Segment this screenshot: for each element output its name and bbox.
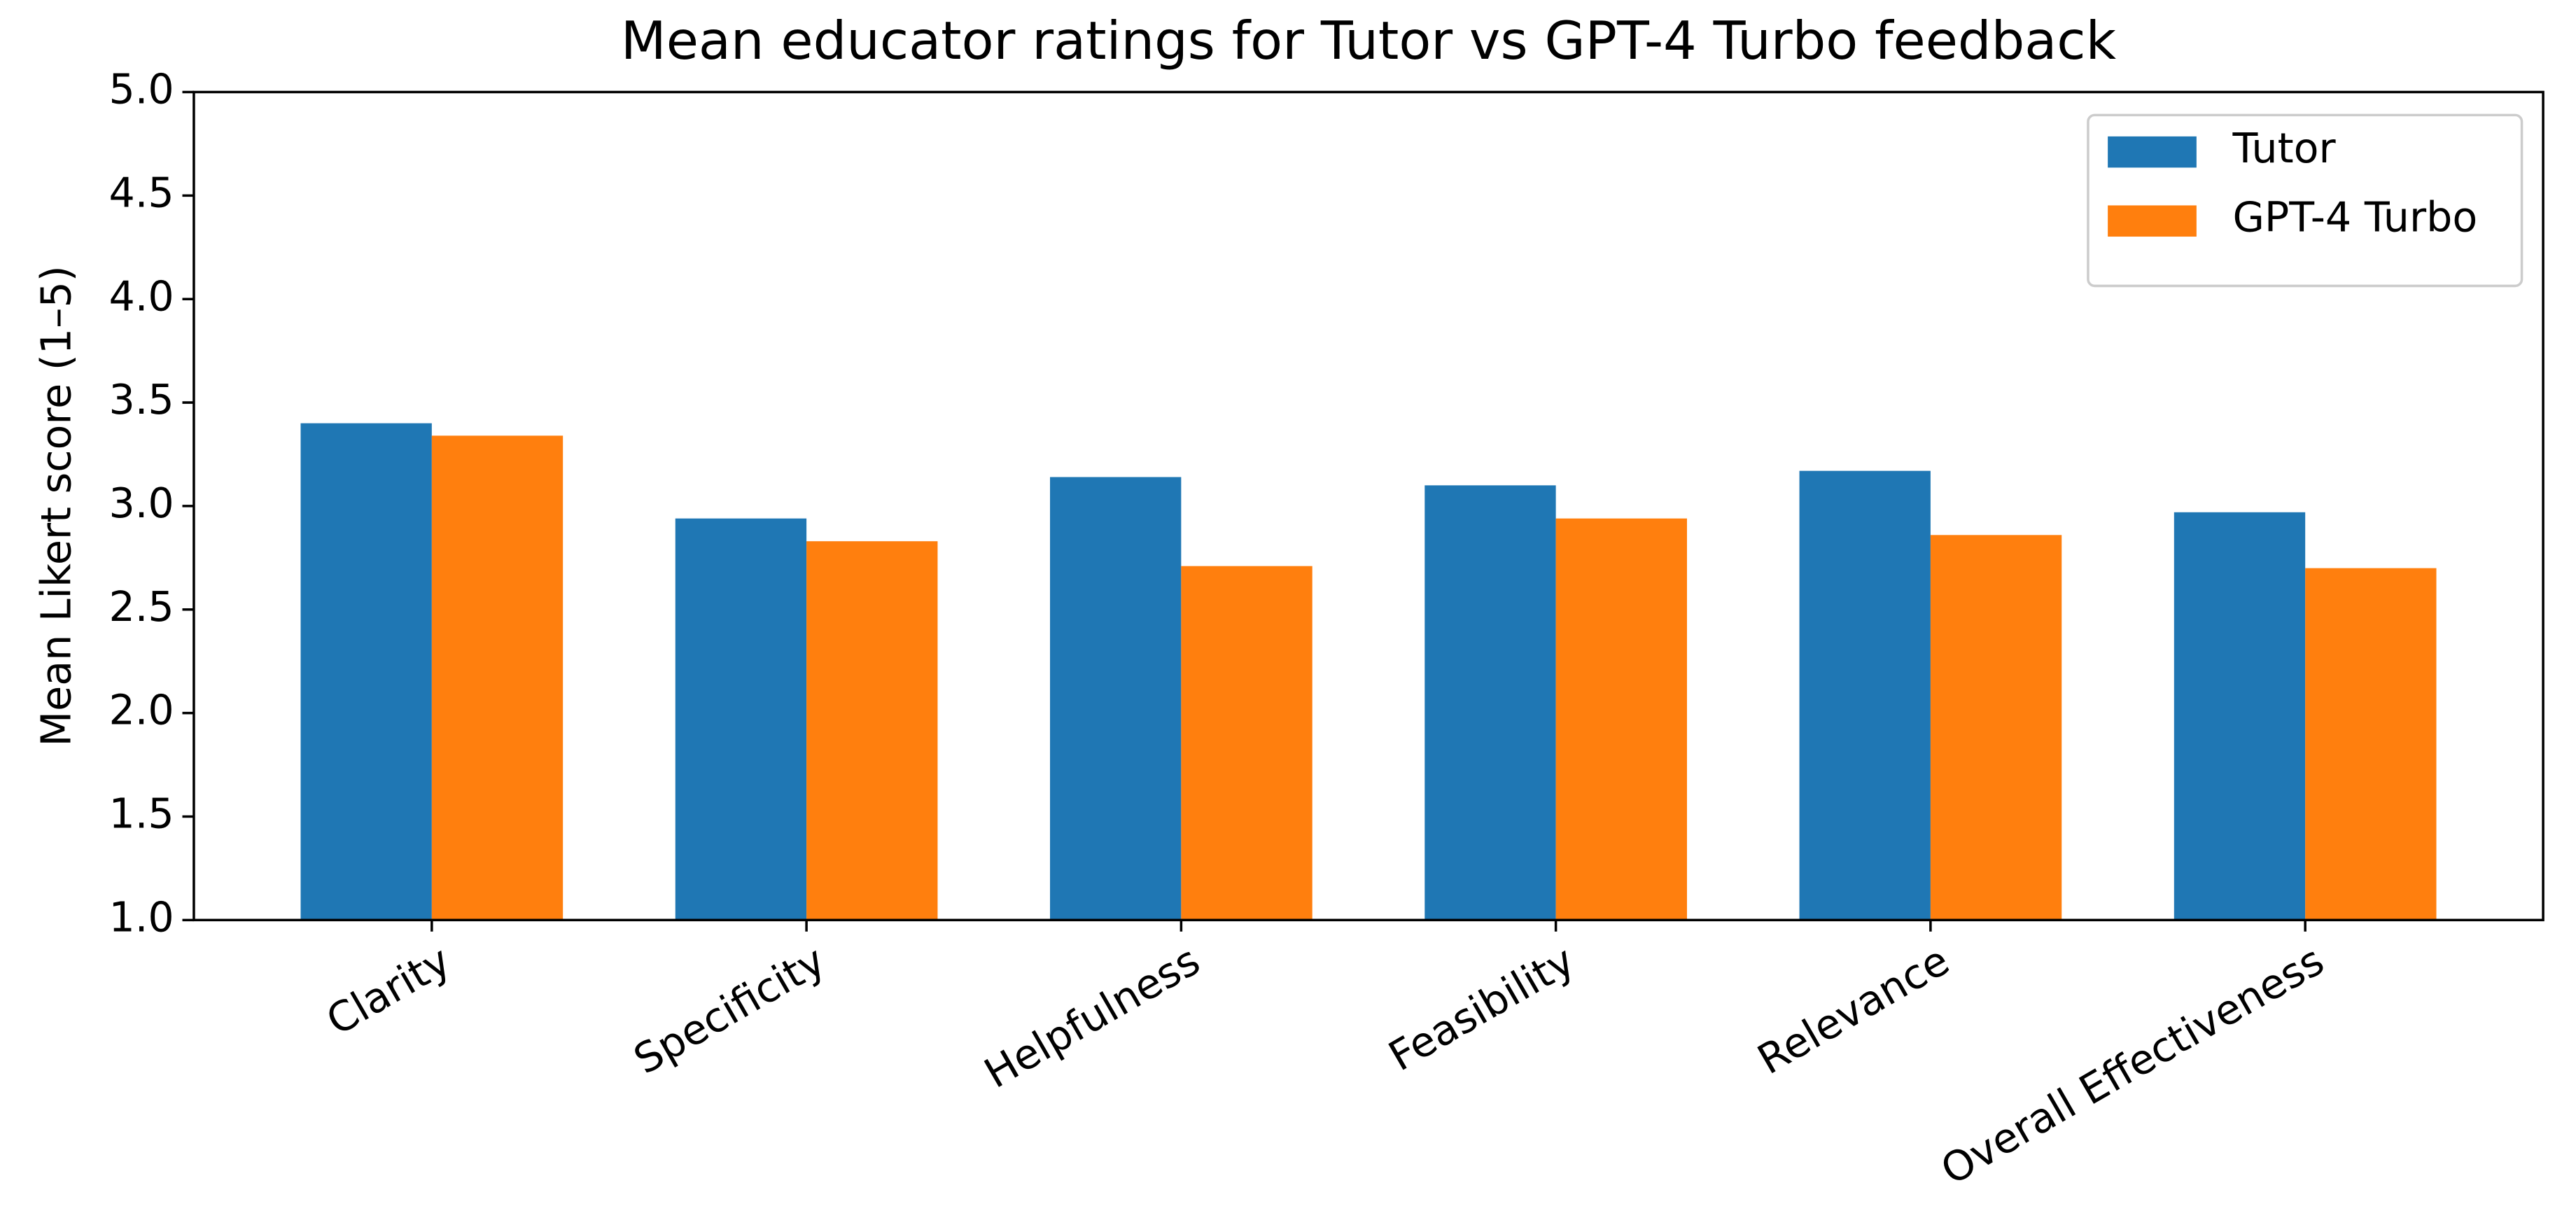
- bar: [2305, 568, 2437, 920]
- bar: [431, 435, 564, 920]
- y-tick-label: 4.0: [108, 272, 174, 320]
- legend-label: Tutor: [2232, 125, 2336, 172]
- bar: [1050, 477, 1182, 920]
- x-tick-label: Relevance: [1750, 937, 1957, 1084]
- y-tick-label: 4.5: [108, 169, 174, 216]
- x-tick-label: Clarity: [318, 937, 458, 1045]
- bar: [2174, 512, 2306, 920]
- bar: [1799, 470, 1931, 920]
- x-tick-label: Helpfulness: [976, 937, 1208, 1098]
- legend-swatch: [2108, 205, 2197, 237]
- y-tick-label: 3.0: [108, 479, 174, 527]
- bar: [675, 518, 807, 920]
- bar: [1181, 566, 1312, 920]
- y-tick-label: 3.5: [108, 376, 174, 424]
- y-tick-label: 1.0: [108, 893, 174, 941]
- x-tick-label: Specificity: [626, 937, 833, 1084]
- legend-swatch: [2108, 136, 2197, 168]
- bar: [300, 423, 432, 920]
- x-tick-label: Feasibility: [1381, 937, 1583, 1081]
- x-tick-label: Overall Effectiveness: [1933, 937, 2332, 1194]
- legend-label: GPT-4 Turbo: [2232, 194, 2477, 241]
- bar: [806, 541, 938, 920]
- y-tick-label: 5.0: [108, 66, 174, 113]
- chart-title: Mean educator ratings for Tutor vs GPT-4…: [621, 10, 2117, 71]
- bar: [1424, 485, 1556, 920]
- y-tick-label: 2.5: [108, 583, 174, 631]
- bar: [1555, 518, 1687, 920]
- plot-frame: [192, 90, 2544, 922]
- y-tick-label: 2.0: [108, 687, 174, 734]
- y-axis-label: Mean Likert score (1–5): [33, 265, 80, 746]
- bar: [1930, 535, 2062, 920]
- y-tick-label: 1.5: [108, 790, 174, 838]
